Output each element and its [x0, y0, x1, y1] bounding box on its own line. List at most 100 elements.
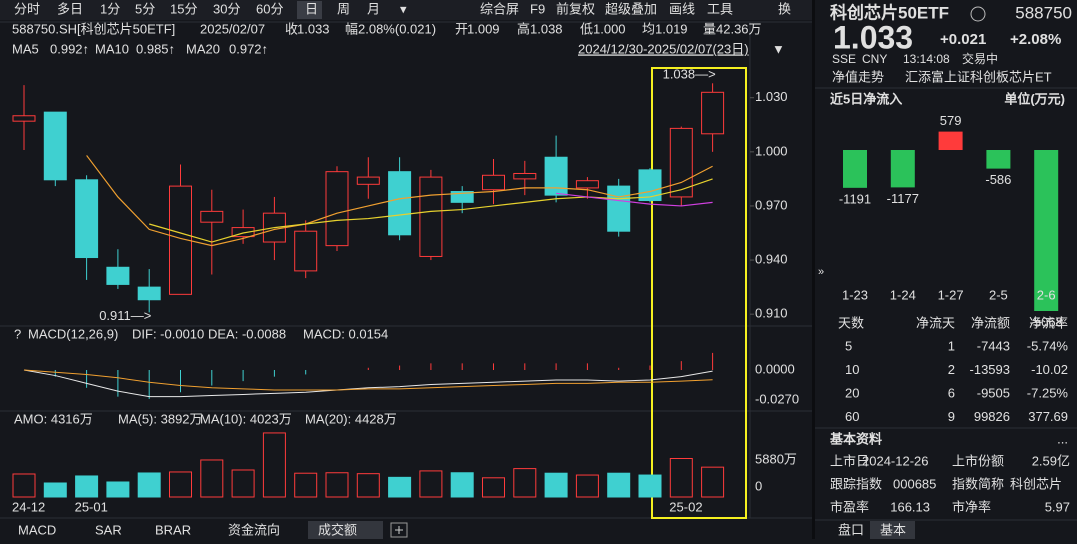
tool-button[interactable]: 换 — [778, 1, 791, 16]
period-tab[interactable]: 多日 — [57, 1, 83, 16]
flow-bar — [890, 150, 915, 188]
x-tick-label: 25-01 — [75, 499, 108, 514]
amo-bar — [262, 432, 286, 498]
indicator-tab[interactable]: 成交额 — [318, 522, 357, 537]
period-tab[interactable]: 5分 — [135, 1, 155, 16]
indicator-tab[interactable]: SAR — [95, 522, 122, 537]
candle-body — [106, 266, 130, 285]
tool-button[interactable]: 前复权 — [556, 1, 595, 16]
amo-bar — [607, 472, 631, 498]
y-tick-label: 0.0000 — [755, 361, 795, 376]
section-title: 基本资料 — [829, 431, 882, 446]
indicator-value: MA(20): 4428万 — [305, 411, 397, 426]
table-cell: 2 — [948, 362, 955, 377]
more-button[interactable]: ... — [1057, 431, 1068, 446]
panel-tab[interactable]: 净值走势 — [832, 69, 884, 84]
security-code: 588750.SH[科创芯片50ETF] — [12, 21, 175, 36]
basic-cell: 指数简称 — [952, 476, 1004, 491]
panel-tab[interactable]: 汇添富上证科创板芯片ET — [905, 69, 1052, 84]
tool-button[interactable]: 综合屏 — [480, 1, 519, 16]
candle-body — [137, 286, 161, 301]
y-tick-label: 0.940 — [755, 252, 788, 267]
collapse-arrow[interactable]: » — [818, 266, 824, 278]
period-tab[interactable]: 1分 — [100, 1, 120, 16]
tool-button[interactable]: 画线 — [669, 1, 695, 16]
amo-bar — [669, 458, 693, 498]
table-header: 天数 — [838, 315, 864, 330]
help-icon[interactable]: ? — [14, 326, 21, 341]
indicator-tab[interactable]: MACD — [18, 522, 56, 537]
basic-cell: 市盈率 — [830, 499, 869, 514]
quote-meta: 交易中 — [962, 51, 998, 66]
indicator-value: AMO: 4316万 — [14, 411, 93, 426]
table-cell: 5 — [845, 338, 852, 353]
amo-bar — [575, 474, 599, 498]
amo-bar — [450, 472, 474, 498]
table-cell: -7443 — [977, 338, 1010, 353]
highlight-box — [651, 67, 747, 519]
candle-body — [388, 171, 412, 236]
amo-bar — [419, 470, 443, 498]
candle-body — [450, 191, 474, 203]
period-tab[interactable]: 月 — [367, 1, 380, 16]
period-tab[interactable]: 分时 — [14, 1, 40, 16]
period-tab[interactable]: 周 — [337, 1, 350, 16]
tool-button[interactable]: F9 — [530, 1, 545, 16]
amo-bar — [294, 472, 318, 498]
info-value: 1.033 — [297, 21, 330, 36]
period-tab[interactable]: 60分 — [256, 1, 283, 16]
amo-bar — [231, 469, 255, 498]
candle-body — [200, 210, 224, 223]
splitter — [812, 0, 815, 539]
selected-period — [297, 1, 322, 19]
amo-bar — [482, 477, 505, 498]
table-cell: 1 — [948, 338, 955, 353]
indicator-value: MACD: 0.0154 — [303, 326, 388, 341]
table-cell: 99826 — [974, 409, 1010, 424]
amo-bar — [388, 476, 412, 498]
table-header: 净流率 — [1029, 315, 1068, 330]
amo-bar — [137, 472, 161, 498]
panel-tab[interactable]: 基本 — [880, 522, 906, 537]
ma-line — [86, 155, 713, 247]
dropdown[interactable]: ▼ — [772, 41, 785, 56]
candle-body — [294, 230, 318, 272]
flow-bar — [843, 150, 867, 188]
ma-line — [149, 178, 713, 243]
basic-cell: 2024-12-26 — [862, 453, 929, 468]
indicator-title: MACD(12,26,9) — [28, 326, 118, 341]
unit-label: 单位(万元) — [1004, 91, 1065, 106]
info-value: 1.038 — [530, 21, 563, 36]
y-tick-label: -0.0270 — [755, 391, 799, 406]
amo-bar — [43, 482, 67, 498]
flow-value: -1191 — [839, 191, 871, 206]
info-icon[interactable] — [970, 6, 986, 22]
tool-button[interactable]: 工具 — [707, 1, 733, 16]
macd-line — [23, 369, 713, 391]
panel-tab[interactable]: 盘口 — [838, 522, 864, 537]
x-tick-label: 1-27 — [938, 287, 964, 302]
period-tab[interactable]: 15分 — [170, 1, 197, 16]
flow-bar — [938, 131, 963, 150]
add-tab[interactable] — [390, 522, 408, 538]
y-tick-label: 1.030 — [755, 89, 788, 104]
x-tick-label: 2-5 — [989, 287, 1008, 302]
period-tab[interactable]: 30分 — [213, 1, 240, 16]
period-tab[interactable]: ▾ — [400, 1, 407, 16]
indicator-tab[interactable]: 资金流向 — [228, 522, 280, 537]
tool-button[interactable]: 超级叠加 — [605, 1, 657, 16]
low-annotation: 0.911—> — [99, 308, 151, 323]
section-title: 近5日净流入 — [830, 91, 902, 106]
period-tab[interactable]: 日 — [305, 1, 318, 16]
table-cell: -10.02 — [1031, 362, 1068, 377]
candle-body — [169, 185, 192, 295]
flow-bar — [1034, 150, 1059, 311]
security-code: 588750 — [1015, 3, 1072, 22]
basic-cell: 上市日 — [830, 453, 869, 468]
indicator-tab[interactable]: BRAR — [155, 522, 191, 537]
table-cell: -13593 — [970, 362, 1010, 377]
date-range[interactable]: 2024/12/30-2025/02/07(23日) — [578, 41, 749, 56]
info-value: 2.08%(0.021) — [358, 21, 436, 36]
